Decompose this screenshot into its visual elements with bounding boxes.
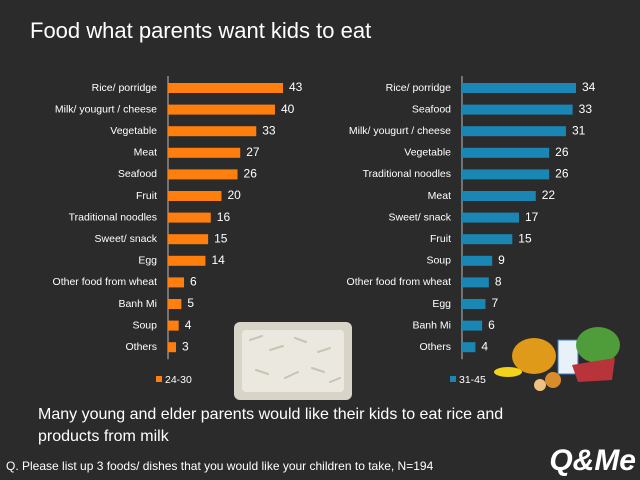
legend-swatch [450, 376, 456, 382]
bar [462, 104, 573, 115]
category-label: Traditional noodles [69, 211, 157, 223]
legend-label: 31-45 [459, 374, 486, 386]
value-label: 5 [187, 296, 194, 310]
value-label: 22 [542, 188, 556, 202]
bar [168, 104, 275, 115]
note-line: Many young and elder parents would like … [38, 406, 503, 423]
value-label: 15 [214, 231, 228, 245]
value-label: 7 [491, 296, 498, 310]
food-illustration [494, 327, 620, 391]
note-line: products from milk [38, 428, 170, 445]
legend-label: 24-30 [165, 374, 192, 386]
bar [462, 342, 476, 353]
bar [168, 126, 257, 137]
value-label: 4 [481, 339, 488, 353]
category-label: Meat [134, 147, 157, 159]
bar [462, 212, 519, 223]
bar [462, 320, 483, 331]
category-label: Vegetable [110, 125, 157, 137]
rice-image [234, 322, 352, 400]
bar [462, 83, 576, 93]
logo: Q&Me [549, 444, 636, 477]
value-label: 6 [190, 275, 197, 289]
category-label: Banh Mi [412, 319, 451, 331]
bar [168, 320, 179, 331]
category-label: Fruit [430, 233, 451, 245]
bar [168, 169, 238, 180]
value-label: 20 [227, 188, 241, 202]
value-label: 6 [488, 318, 495, 332]
bar [462, 277, 489, 288]
category-label: Seafood [412, 103, 451, 115]
value-label: 43 [289, 80, 303, 94]
category-label: Others [419, 341, 451, 353]
bar [462, 191, 536, 201]
category-label: Seafood [118, 168, 157, 180]
value-label: 40 [281, 102, 295, 116]
value-label: 33 [262, 123, 276, 137]
value-label: 8 [495, 275, 502, 289]
category-label: Soup [426, 255, 451, 267]
value-label: 14 [211, 253, 225, 267]
bar [462, 126, 566, 137]
category-label: Soup [132, 319, 157, 331]
value-label: 27 [246, 145, 260, 159]
bar [462, 234, 513, 245]
bar [168, 255, 206, 266]
category-label: Milk/ yougurt / cheese [349, 125, 451, 137]
value-label: 26 [244, 167, 258, 181]
value-label: 15 [518, 231, 532, 245]
category-label: Other food from wheat [53, 276, 158, 288]
category-label: Sweet/ snack [389, 211, 452, 223]
value-label: 34 [582, 80, 596, 94]
category-label: Vegetable [404, 147, 451, 159]
category-label: Meat [428, 190, 451, 202]
bar [168, 277, 185, 288]
value-label: 9 [498, 253, 505, 267]
bar [168, 212, 211, 223]
category-label: Sweet/ snack [95, 233, 158, 245]
footnote: Q. Please list up 3 foods/ dishes that y… [6, 459, 434, 473]
bar [168, 342, 177, 353]
category-label: Rice/ porridge [386, 82, 452, 94]
bar [462, 147, 550, 158]
category-label: Traditional noodles [363, 168, 451, 180]
category-label: Egg [138, 255, 157, 267]
category-label: Banh Mi [118, 298, 157, 310]
bar [168, 234, 209, 245]
bar [168, 299, 182, 309]
bar [168, 191, 222, 201]
category-label: Others [125, 341, 157, 353]
bar [462, 299, 486, 309]
category-label: Fruit [136, 190, 157, 202]
bar [462, 255, 493, 266]
value-label: 16 [217, 210, 231, 224]
legend-swatch [156, 376, 162, 382]
bar [168, 147, 241, 158]
title: Food what parents want kids to eat [30, 18, 371, 43]
value-label: 26 [555, 167, 569, 181]
value-label: 33 [579, 102, 593, 116]
value-label: 4 [185, 318, 192, 332]
value-label: 3 [182, 339, 189, 353]
value-label: 26 [555, 145, 569, 159]
value-label: 31 [572, 123, 586, 137]
category-label: Other food from wheat [347, 276, 452, 288]
value-label: 17 [525, 210, 539, 224]
category-label: Egg [432, 298, 451, 310]
category-label: Rice/ porridge [92, 82, 158, 94]
bar [168, 83, 283, 93]
bar [462, 169, 550, 180]
category-label: Milk/ yougurt / cheese [55, 103, 157, 115]
